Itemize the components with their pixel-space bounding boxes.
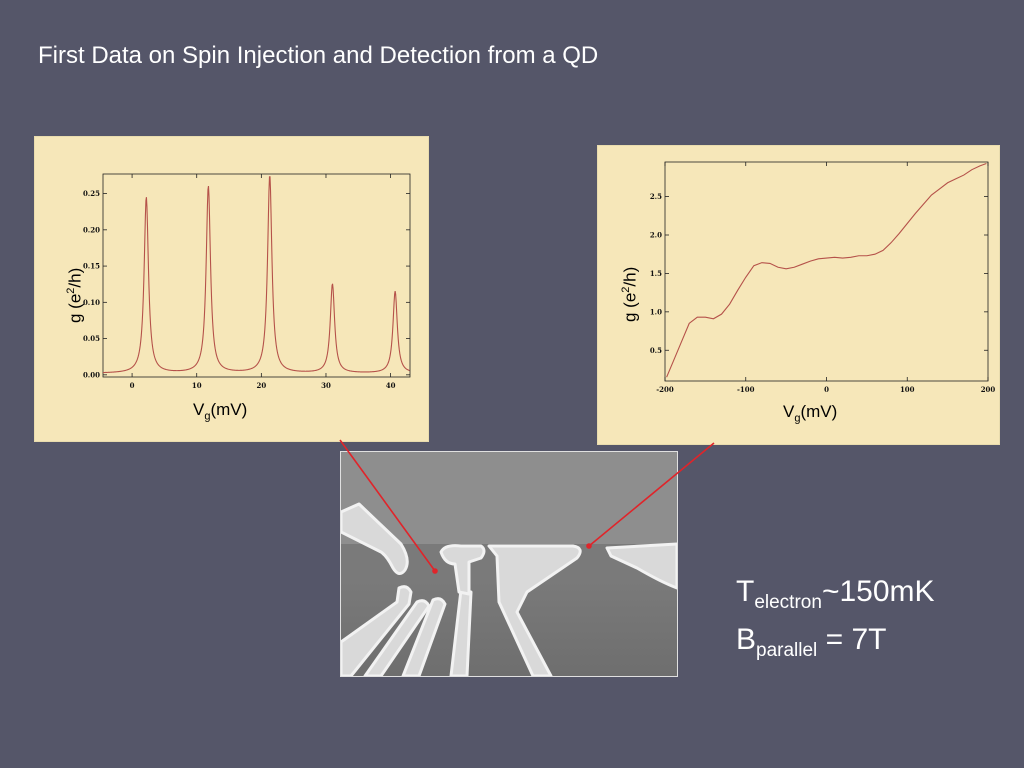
plateau-x-tick-label: -200 bbox=[656, 385, 674, 394]
peaks-x-tick-label: 30 bbox=[321, 381, 331, 390]
peaks-x-tick-label: 20 bbox=[256, 381, 266, 390]
measurement-conditions: Telectron~150mK Bparallel = 7T bbox=[736, 573, 935, 669]
electron-temperature-line: Telectron~150mK bbox=[736, 575, 935, 613]
peaks-plot-frame bbox=[102, 173, 411, 378]
peaks-y-tick-label: 0.10 bbox=[83, 298, 100, 307]
peaks-y-tick-label: 0.20 bbox=[83, 225, 100, 234]
plateau-x-axis-label: Vg(mV) bbox=[783, 402, 838, 425]
peaks-y-tick-label: 0.05 bbox=[83, 334, 100, 343]
chart-panel-peaks: 0 10 20 30 40 0.00 0.05 0.10 0.15 0.20 0.25 g (e2/… bbox=[34, 136, 429, 442]
plateau-x-tick-label: -100 bbox=[737, 385, 755, 394]
slide-title: First Data on Spin Injection and Detecti… bbox=[38, 42, 599, 69]
peaks-x-tick-label: 0 bbox=[130, 381, 135, 390]
plateau-y-tick-label: 2.0 bbox=[650, 231, 662, 240]
plateau-x-tick-label: 200 bbox=[981, 385, 996, 394]
plateau-y-tick-label: 2.5 bbox=[650, 192, 662, 201]
peaks-y-tick-label: 0.25 bbox=[83, 189, 100, 198]
peaks-y-tick-label: 0.00 bbox=[83, 370, 100, 379]
plateau-chart: -200 -100 0 100 200 0.5 1.0 1.5 2.0 2.5 bbox=[650, 161, 996, 394]
sem-device-micrograph bbox=[340, 451, 678, 677]
peaks-y-tick-label: 0.15 bbox=[83, 262, 100, 271]
peaks-x-tick-label: 40 bbox=[386, 381, 396, 390]
sem-gates-drawing bbox=[341, 452, 677, 676]
plateau-y-tick-label: 0.5 bbox=[650, 346, 662, 355]
chart-panel-plateau: -200 -100 0 100 200 0.5 1.0 1.5 2.0 2.5 g (e2/h) … bbox=[597, 145, 1000, 445]
plateau-x-tick-label: 0 bbox=[824, 385, 829, 394]
peaks-y-axis-label: g (e2/h) bbox=[65, 267, 85, 323]
plateau-y-axis-label: g (e2/h) bbox=[620, 266, 640, 322]
plateau-y-tick-label: 1.5 bbox=[650, 269, 662, 278]
peaks-x-tick-label: 10 bbox=[192, 381, 202, 390]
peaks-series-line bbox=[102, 176, 410, 374]
plateau-x-tick-label: 100 bbox=[900, 385, 915, 394]
plateau-series-line bbox=[666, 163, 987, 378]
parallel-field-line: Bparallel = 7T bbox=[736, 623, 887, 661]
peaks-chart: 0 10 20 30 40 0.00 0.05 0.10 0.15 0.20 0.25 bbox=[83, 173, 411, 390]
plateau-y-tick-label: 1.0 bbox=[650, 307, 662, 316]
peaks-x-axis-label: Vg(mV) bbox=[193, 400, 248, 423]
plateau-plot-frame bbox=[664, 161, 989, 382]
